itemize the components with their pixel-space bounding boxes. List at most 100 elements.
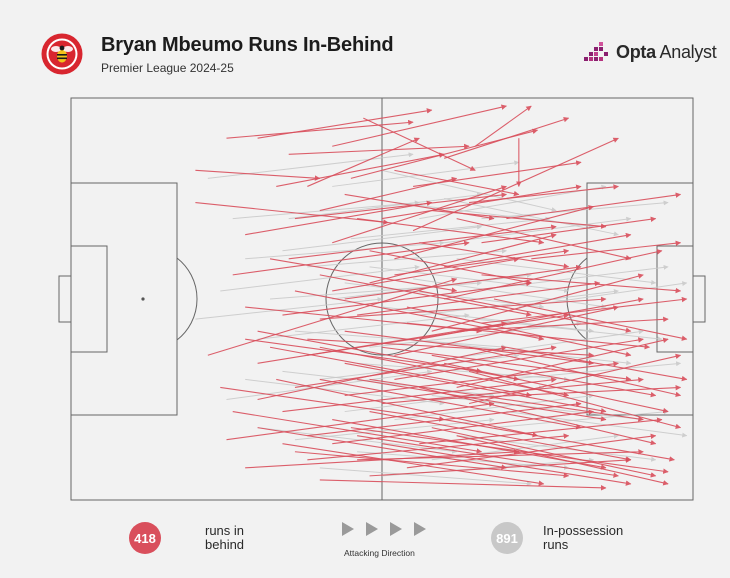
in-possession-run-arrow: [413, 278, 607, 309]
run-in-behind-arrow: [332, 256, 520, 292]
in-possession-run-arrow: [344, 282, 545, 309]
run-in-behind-arrow: [276, 152, 445, 187]
run-in-behind-arrow: [226, 119, 414, 139]
run-in-behind-arrow: [431, 354, 657, 398]
run-in-behind-arrow: [307, 137, 420, 187]
in-possession-count: 891: [496, 530, 518, 546]
in-possession-run-arrow: [257, 313, 470, 340]
in-possession-run-arrow: [288, 192, 483, 220]
run-in-behind-arrow: [257, 108, 433, 139]
opta-logo-icon: [584, 42, 608, 61]
in-possession-run-arrow: [294, 330, 507, 350]
in-possession-run-arrow: [220, 264, 420, 292]
run-in-behind-arrow: [319, 274, 532, 317]
in-possession-run-arrow: [419, 184, 607, 220]
in-possession-run-arrow: [394, 393, 594, 421]
in-possession-run-arrow: [381, 169, 557, 212]
run-in-behind-arrow: [394, 305, 619, 356]
left-six-yard-box: [70, 245, 108, 353]
in-possession-run-arrow: [481, 200, 669, 220]
run-in-behind-arrow: [394, 337, 644, 380]
run-in-behind-arrow: [294, 290, 545, 341]
run-in-behind-arrow: [474, 105, 532, 147]
run-in-behind-arrow: [394, 205, 595, 260]
run-in-behind-arrow: [468, 353, 682, 405]
run-in-behind-arrow: [406, 433, 657, 469]
in-possession-run-arrow: [226, 369, 433, 400]
in-behind-label: runs in behind: [205, 523, 245, 552]
run-in-behind-arrow: [232, 411, 483, 454]
run-in-behind-arrow: [357, 435, 619, 478]
play-arrows-icon: [342, 522, 426, 536]
run-in-behind-arrow: [276, 378, 539, 438]
run-in-behind-arrow: [319, 176, 458, 212]
in-possession-run-arrow: [307, 248, 507, 268]
run-in-behind-arrow: [506, 346, 688, 382]
run-in-behind-arrow: [245, 200, 433, 236]
right-goal: [692, 275, 706, 323]
run-in-behind-arrow: [531, 240, 682, 260]
run-in-behind-arrow: [357, 218, 545, 245]
club-badge-icon: [41, 33, 83, 75]
left-penalty-arc: [176, 257, 198, 341]
run-in-behind-arrow: [195, 169, 321, 181]
run-in-behind-arrow: [412, 137, 619, 232]
in-possession-run-arrow: [207, 152, 414, 179]
in-possession-run-arrow: [444, 216, 632, 244]
run-in-behind-arrow: [506, 192, 682, 220]
run-in-behind-arrow: [394, 169, 520, 197]
run-in-behind-arrow: [307, 338, 595, 358]
run-in-behind-arrow: [344, 193, 495, 221]
in-possession-run-arrow: [350, 216, 551, 240]
in-possession-run-arrow: [319, 467, 532, 487]
run-in-behind-arrow: [257, 321, 507, 364]
run-in-behind-arrow: [332, 185, 507, 244]
right-six-yard-box: [656, 245, 694, 353]
run-in-behind-arrow: [394, 248, 570, 276]
brand-name: Opta Analyst: [616, 41, 717, 62]
run-in-behind-arrow: [481, 296, 688, 324]
chart-subtitle: Premier League 2024-25: [101, 61, 234, 75]
in-possession-run-arrow: [332, 160, 520, 187]
in-possession-runs: [195, 152, 688, 487]
run-in-behind-arrow: [444, 419, 675, 462]
in-possession-run-arrow: [369, 321, 582, 348]
left-goal: [58, 275, 72, 323]
run-in-behind-arrow: [344, 264, 582, 300]
in-behind-count-badge: 418: [129, 522, 161, 554]
brand-logo: Opta Analyst: [584, 38, 717, 66]
chart-title: Bryan Mbeumo Runs In-Behind: [101, 34, 394, 56]
run-in-behind-arrow: [431, 273, 644, 332]
in-behind-runs: [195, 104, 688, 491]
run-in-behind-arrow: [226, 401, 495, 441]
run-in-behind-arrow: [257, 345, 507, 401]
run-in-behind-arrow: [269, 258, 458, 293]
run-in-behind-arrow: [294, 345, 557, 388]
in-possession-run-arrow: [282, 370, 495, 398]
run-in-behind-arrow: [288, 143, 470, 155]
run-in-behind-arrow: [357, 280, 601, 316]
run-in-behind-arrow: [481, 274, 682, 294]
in-possession-run-arrow: [456, 258, 657, 285]
run-in-behind-arrow: [369, 233, 557, 284]
run-in-behind-arrow: [257, 427, 507, 470]
in-possession-run-arrow: [245, 378, 445, 406]
in-possession-run-arrow: [357, 451, 570, 470]
in-behind-count: 418: [134, 530, 156, 546]
run-in-behind-arrow: [232, 240, 470, 276]
run-in-behind-arrow: [207, 277, 458, 356]
in-possession-run-arrow: [232, 200, 420, 220]
in-possession-run-arrow: [475, 318, 663, 342]
run-in-behind-arrow: [307, 313, 570, 356]
run-in-behind-arrow: [282, 443, 545, 486]
run-in-behind-arrow: [468, 346, 682, 398]
run-in-behind-arrow: [444, 232, 632, 268]
run-in-behind-arrow: [282, 280, 532, 316]
attacking-direction-label: Attacking Direction: [344, 548, 415, 558]
run-in-behind-arrow: [319, 378, 582, 430]
in-possession-run-arrow: [319, 353, 520, 380]
run-in-behind-arrow: [257, 330, 520, 382]
run-in-behind-arrow: [381, 184, 582, 220]
run-in-behind-arrow: [332, 104, 507, 147]
